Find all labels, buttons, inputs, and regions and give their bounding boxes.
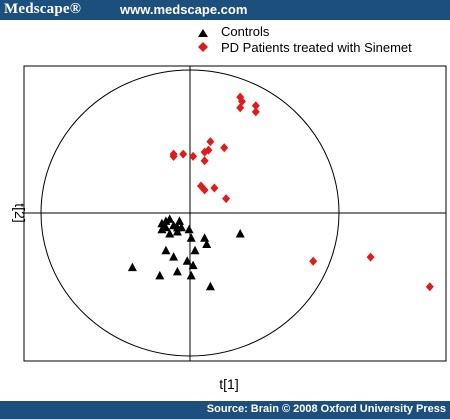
legend-pd-label: PD Patients treated with Sinemet	[221, 40, 412, 55]
control-point	[190, 245, 200, 255]
control-point	[161, 245, 171, 255]
control-point	[186, 233, 196, 242]
control-point	[155, 270, 165, 280]
legend-controls-label: Controls	[221, 24, 270, 39]
footer-bar: Source: Brain © 2008 Oxford University P…	[0, 401, 450, 419]
pd-patient-point	[220, 143, 229, 153]
control-point	[176, 222, 186, 232]
control-point	[202, 239, 212, 248]
pd-patient-point	[309, 256, 318, 266]
legend-pd-marker	[198, 42, 208, 52]
source-credit: Source: Brain © 2008 Oxford University P…	[206, 403, 446, 415]
control-point	[184, 224, 194, 234]
pd-patient-point	[179, 149, 188, 159]
pd-patient-point	[251, 101, 260, 111]
control-point	[172, 227, 182, 236]
pd-patient-point	[236, 103, 245, 113]
scatter-chart: Controls PD Patients treated with Sineme…	[12, 24, 447, 392]
data-points	[127, 92, 434, 292]
control-point	[175, 216, 184, 225]
pd-patient-point	[169, 151, 178, 161]
control-point	[186, 270, 196, 280]
header-bar: Medscape® www.medscape.com	[0, 0, 450, 20]
pd-patient-point	[222, 194, 231, 204]
control-point	[169, 252, 179, 261]
control-point	[165, 229, 175, 238]
site-url[interactable]: www.medscape.com	[120, 2, 248, 17]
legend-controls-marker	[198, 29, 208, 37]
control-point	[235, 229, 245, 238]
control-point	[200, 233, 210, 242]
control-point	[157, 218, 167, 228]
control-point	[165, 214, 175, 223]
y-axis-title: t[2]	[12, 203, 28, 222]
pd-patient-point	[206, 137, 215, 147]
legend: Controls PD Patients treated with Sineme…	[198, 24, 412, 55]
pd-patient-point	[251, 107, 260, 117]
pd-patient-point	[425, 282, 434, 292]
pd-patient-point	[366, 252, 375, 262]
pd-patient-point	[200, 147, 209, 157]
medscape-logo[interactable]: Medscape®	[4, 1, 82, 17]
pd-patient-point	[189, 151, 198, 161]
pd-patient-point	[210, 183, 219, 193]
pd-patient-point	[200, 156, 209, 166]
control-point	[188, 260, 198, 270]
control-point	[182, 256, 192, 265]
control-point	[172, 266, 182, 276]
control-point	[127, 262, 137, 272]
pd-patient-point	[200, 185, 209, 195]
x-axis-title: t[1]	[219, 376, 238, 392]
control-point	[205, 281, 215, 291]
control-point	[157, 224, 167, 234]
